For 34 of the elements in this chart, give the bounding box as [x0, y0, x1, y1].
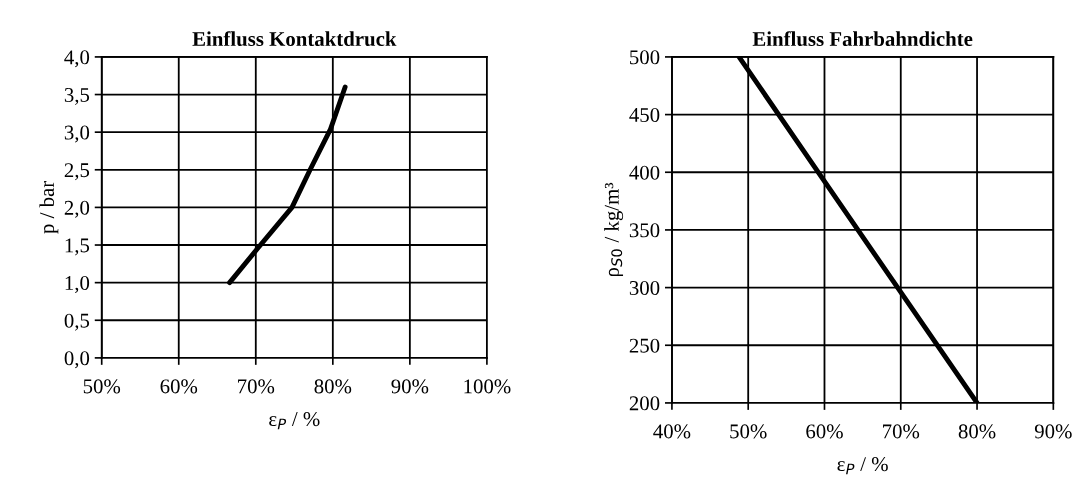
x-tick-label: 80%	[314, 379, 352, 394]
y-tick-label: 3,5	[64, 87, 90, 105]
x-tick-label: 60%	[160, 379, 198, 394]
y-tick-label: 350	[629, 223, 660, 238]
y-tick-label: 1,5	[65, 238, 90, 256]
y-tick-label: 1,0	[65, 276, 90, 294]
y-tick-label: 300	[629, 280, 660, 296]
x-tick-label: 50%	[83, 379, 121, 394]
y-tick-label: 2,5	[64, 163, 90, 181]
x-tick-label: 90%	[391, 379, 429, 394]
y-tick-label: 2,0	[64, 200, 90, 218]
x-tick-label: 70%	[238, 379, 275, 394]
y-tick-label: 0,5	[64, 313, 90, 331]
x-tick-label: 50%	[730, 424, 767, 439]
y-tick-label: 4,0	[64, 50, 90, 68]
x-tick-label: 100%	[464, 379, 511, 394]
y-tick-label: 500	[630, 50, 660, 65]
x-tick-label: 60%	[806, 424, 843, 439]
chart-title: Einfluss Kontaktdruck	[192, 31, 397, 47]
x-tick-label: 70%	[883, 424, 920, 439]
y-axis-title: p / bar	[39, 180, 59, 234]
x-tick-label: 40%	[653, 424, 691, 439]
y-axis-title: ρ$_{S0}$ / kg/m³	[604, 182, 624, 277]
x-axis-title: ε$_{P}$ / %	[269, 412, 320, 430]
y-tick-label: 3,0	[64, 125, 90, 143]
y-tick-label: 250	[629, 338, 660, 353]
y-tick-label: 400	[629, 165, 660, 180]
x-axis-title: ε$_{P}$ / %	[837, 457, 888, 475]
y-tick-label: 450	[629, 107, 660, 123]
x-tick-label: 90%	[1034, 424, 1072, 439]
y-tick-label: 200	[629, 396, 660, 411]
y-tick-label: 0,0	[64, 351, 90, 369]
x-tick-label: 80%	[958, 424, 996, 439]
chart-title: Einfluss Fahrbahndichte	[752, 31, 973, 47]
